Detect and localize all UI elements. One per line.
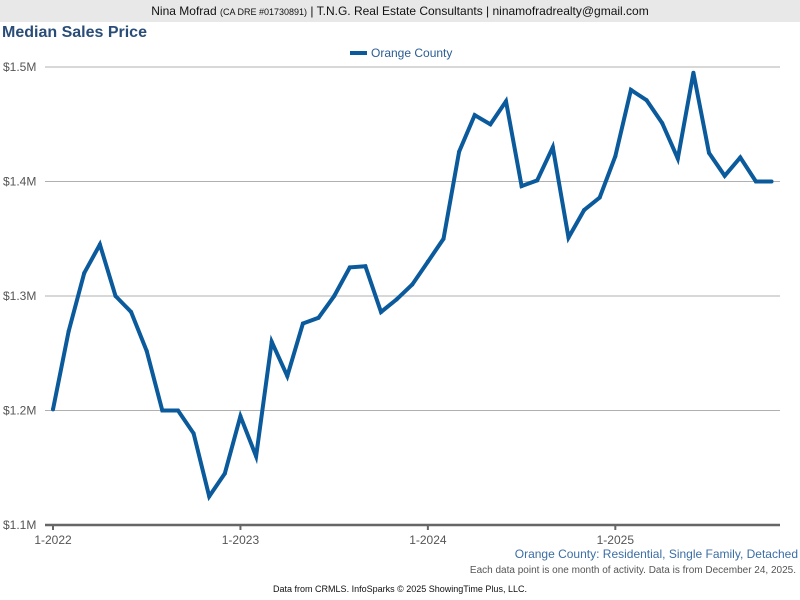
data-point <box>519 184 524 189</box>
legend-label: Orange County <box>371 46 453 60</box>
chart-title: Median Sales Price <box>2 24 147 41</box>
data-point <box>644 98 649 103</box>
x-tick-label: 1-2025 <box>597 533 635 547</box>
chart-subtitle: Orange County: Residential, Single Famil… <box>514 547 798 561</box>
data-point <box>207 494 212 499</box>
data-point <box>425 259 430 264</box>
x-tick-label: 1-2023 <box>222 533 260 547</box>
data-point <box>300 321 305 326</box>
data-point <box>441 236 446 241</box>
data-point <box>410 282 415 287</box>
data-point <box>550 145 555 150</box>
agent-license: (CA DRE #01730891) <box>219 7 308 17</box>
data-point <box>363 264 368 269</box>
data-point <box>503 99 508 104</box>
data-point <box>691 70 696 75</box>
data-point <box>160 408 165 413</box>
data-point <box>738 155 743 160</box>
x-tick-label: 1-2022 <box>34 533 72 547</box>
data-point <box>347 265 352 270</box>
data-point <box>379 310 384 315</box>
data-point <box>238 414 243 419</box>
chart-note: Each data point is one month of activity… <box>469 565 796 576</box>
data-point <box>97 242 102 247</box>
agent-info: | T.N.G. Real Estate Consultants | ninam… <box>310 4 649 18</box>
y-tick-label: $1.2M <box>3 404 36 418</box>
y-tick-label: $1.5M <box>3 60 36 74</box>
legend-swatch <box>350 51 367 55</box>
data-point <box>535 178 540 183</box>
legend[interactable]: Orange County <box>350 46 452 60</box>
data-point <box>113 294 118 298</box>
data-point <box>675 156 680 161</box>
data-point <box>332 294 337 298</box>
y-tick-label: $1.1M <box>3 518 36 532</box>
data-point <box>285 374 290 379</box>
data-point <box>769 179 774 184</box>
data-point <box>316 315 321 320</box>
data-point <box>722 173 727 178</box>
data-point <box>129 310 134 315</box>
data-point <box>82 271 87 276</box>
data-point <box>269 339 274 344</box>
data-point <box>628 87 633 92</box>
data-point <box>144 348 149 353</box>
data-point <box>66 329 71 334</box>
data-point <box>660 121 665 126</box>
data-point <box>753 179 758 184</box>
y-tick-label: $1.4M <box>3 175 36 189</box>
data-point <box>566 235 571 240</box>
data-point <box>175 408 180 413</box>
data-point <box>394 297 399 302</box>
footer-credit: Data from CRMLS. InfoSparks © 2025 Showi… <box>273 584 527 594</box>
data-point <box>191 431 196 436</box>
data-point <box>457 149 462 154</box>
data-point <box>707 150 712 155</box>
data-point <box>254 454 259 459</box>
y-tick-label: $1.3M <box>3 289 36 303</box>
data-point <box>613 154 618 159</box>
data-point <box>51 407 55 412</box>
data-point <box>582 208 587 213</box>
header-bar: Nina Mofrad (CA DRE #01730891) | T.N.G. … <box>0 0 800 22</box>
data-point <box>222 471 227 476</box>
x-tick-label: 1-2024 <box>409 533 447 547</box>
data-point <box>597 195 602 200</box>
agent-name: Nina Mofrad <box>151 4 217 18</box>
data-point <box>472 113 477 118</box>
data-point <box>488 122 493 127</box>
